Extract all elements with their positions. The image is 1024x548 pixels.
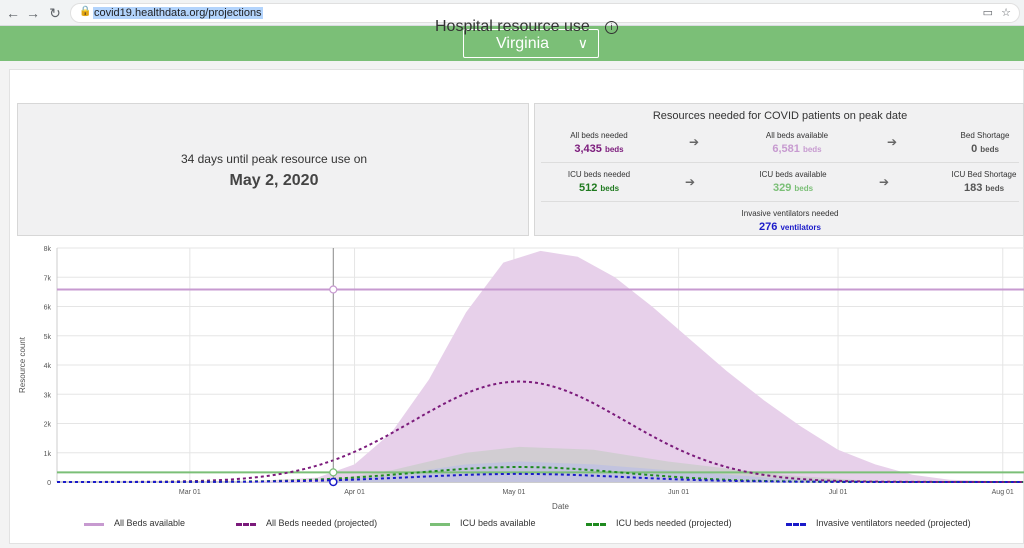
legend-swatch [236, 523, 256, 526]
unit-label: beds [985, 184, 1005, 193]
unit-label: beds [980, 145, 999, 154]
icu-beds-available-value: 329 [772, 182, 792, 194]
state-select-value: Virginia [496, 35, 550, 52]
resources-panel: Resources needed for COVID patients on p… [534, 103, 1024, 236]
back-icon[interactable]: ← [6, 5, 20, 21]
legend-swatch [430, 523, 450, 526]
icu-beds-needed: ICU beds needed 512 beds [547, 170, 651, 194]
y-tick-label: 5k [44, 334, 52, 341]
icu-bed-shortage-value: 183 [963, 182, 983, 194]
legend-label[interactable]: ICU beds available [460, 518, 536, 528]
peak-date: May 2, 2020 [229, 172, 319, 189]
unit-label: beds [802, 145, 822, 154]
info-icon[interactable]: i [605, 21, 618, 34]
arrow-right-icon: ➔ [685, 175, 696, 189]
chevron-down-icon: ∨ [577, 35, 588, 51]
forward-icon[interactable]: → [26, 5, 40, 21]
icu-bed-shortage-label: ICU Bed Shortage [951, 170, 1017, 179]
x-tick-label: Aug 01 [992, 489, 1014, 496]
state-select[interactable]: Virginia ∨ [463, 29, 599, 58]
y-tick-label: 2k [44, 422, 52, 429]
legend-label[interactable]: All Beds available [114, 518, 186, 528]
y-tick-label: 4k [44, 363, 52, 370]
bed-shortage-value: 0 [971, 143, 978, 155]
y-tick-label: 0 [47, 480, 51, 487]
icu-beds-needed-value: 512 [578, 182, 598, 194]
x-tick-label: May 01 [502, 489, 525, 496]
ventilators-label: Invasive ventilators needed [741, 209, 839, 218]
y-axis-label: Resource count [18, 336, 27, 393]
days-until-peak: 34 days until peak resource use on [180, 152, 368, 166]
bed-shortage-label: Bed Shortage [960, 131, 1010, 140]
row-divider [541, 201, 1019, 202]
legend-label[interactable]: ICU beds needed (projected) [616, 518, 732, 528]
x-tick-label: Apr 01 [344, 489, 365, 496]
bookmark-star-icon[interactable]: ☆ [1001, 7, 1011, 19]
x-tick-label: Jul 01 [829, 489, 848, 496]
icu-beds-available: ICU beds available 329 beds [741, 170, 845, 194]
all-beds-needed-value: 3,435 [574, 143, 602, 155]
ventilators-value: 276 [759, 221, 778, 233]
icu-beds-available-label: ICU beds available [759, 170, 827, 179]
icu-beds-needed-label: ICU beds needed [567, 170, 631, 179]
unit-label: beds [600, 184, 620, 193]
arrow-right-icon: ➔ [689, 135, 700, 149]
legend-label[interactable]: All Beds needed (projected) [266, 518, 378, 528]
legend-swatch [586, 523, 606, 526]
card-title: Hospital resource use [435, 18, 590, 35]
reload-icon[interactable]: ↻ [49, 5, 61, 21]
all-beds-needed-label: All beds needed [570, 131, 628, 140]
legend-label[interactable]: Invasive ventilators needed (projected) [816, 518, 971, 528]
y-tick-label: 1k [44, 451, 52, 458]
legend-swatch [84, 523, 104, 526]
x-tick-label: Mar 01 [179, 489, 201, 496]
x-tick-label: Jun 01 [668, 489, 689, 496]
resource-chart[interactable]: 0 1k 2k 3k 4k 5k 6k 7k 8k Mar 01 Apr 01 May 01 Jun 0… [0, 238, 1024, 516]
today-marker-point [329, 477, 338, 487]
x-axis-label: Date [552, 502, 569, 511]
url-text[interactable]: covid19.healthdata.org/projections [93, 7, 263, 19]
install-icon[interactable]: ▭ [982, 7, 993, 19]
projected-line [57, 472, 1023, 483]
lock-icon: 🔒 [79, 6, 92, 17]
all-beds-available-label: All beds available [765, 131, 829, 140]
chart-legend: All Beds available All Beds needed (proje… [0, 518, 1024, 534]
all-beds-available-value: 6,581 [772, 143, 800, 155]
peak-panel: 34 days until peak resource use on May 2… [17, 103, 529, 236]
y-tick-label: 6k [44, 305, 52, 312]
unit-label: beds [794, 184, 814, 193]
icu-bed-shortage: ICU Bed Shortage 183 beds [931, 170, 1024, 194]
resources-title: Resources needed for COVID patients on p… [652, 110, 908, 122]
address-bar[interactable]: 🔒 covid19.healthdata.org/projections ▭ ☆ [70, 3, 1020, 23]
unit-label: beds [604, 145, 624, 154]
all-beds-available: All beds available 6,581 beds [745, 131, 849, 155]
y-tick-label: 8k [44, 246, 52, 253]
y-tick-label: 3k [44, 392, 52, 399]
today-marker-point [329, 285, 338, 294]
all-beds-needed: All beds needed 3,435 beds [547, 131, 651, 155]
arrow-right-icon: ➔ [879, 175, 890, 189]
uncertainty-band [237, 250, 1024, 482]
row-divider [541, 162, 1019, 163]
browser-toolbar: ← → ↻ 🔒 covid19.healthdata.org/projectio… [0, 0, 1024, 26]
arrow-right-icon: ➔ [887, 135, 898, 149]
site-header: Virginia ∨ [0, 26, 1024, 61]
today-marker-point [329, 468, 338, 477]
legend-swatch [786, 523, 806, 526]
ventilators-needed: Invasive ventilators needed 276 ventilat… [715, 209, 865, 233]
unit-label: ventilators [780, 223, 821, 232]
y-tick-label: 7k [44, 275, 52, 282]
bed-shortage: Bed Shortage 0 beds [933, 131, 1024, 155]
